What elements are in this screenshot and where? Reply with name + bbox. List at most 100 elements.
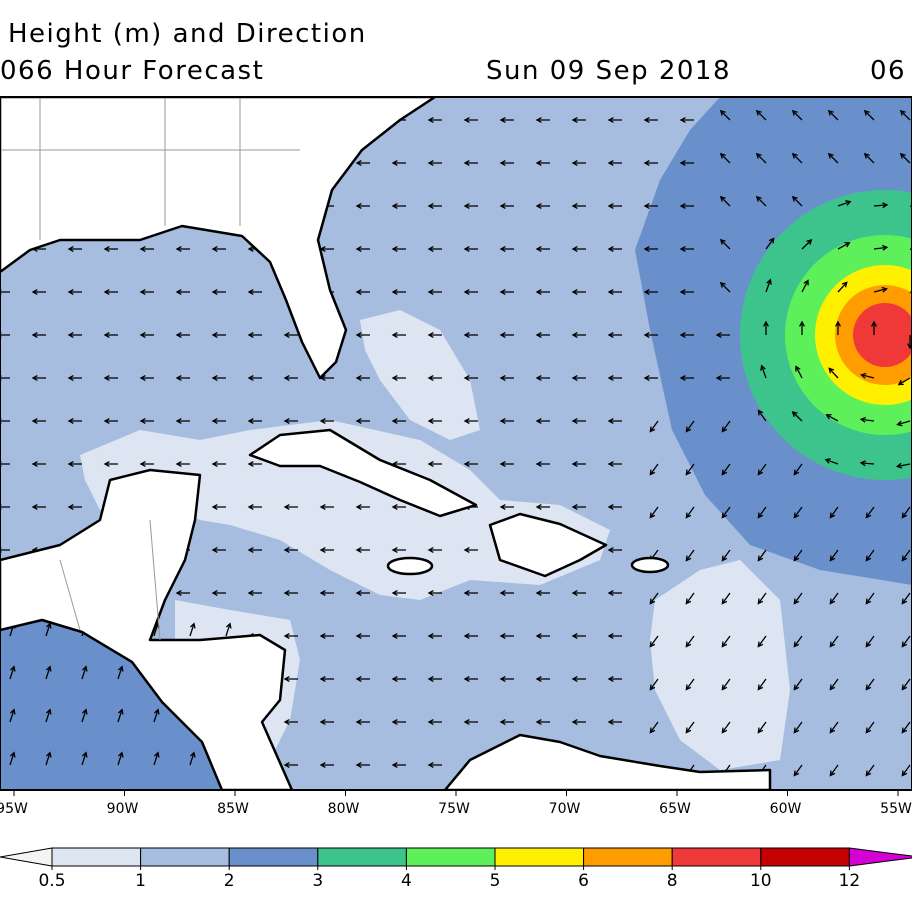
arrow	[117, 751, 124, 766]
arrow	[865, 635, 875, 648]
arrow	[211, 547, 226, 553]
arrow	[139, 289, 154, 295]
arrow	[31, 375, 46, 381]
arrow	[873, 286, 888, 293]
arrow	[139, 246, 154, 252]
arrow	[571, 633, 586, 639]
arrow	[757, 635, 767, 648]
colorbar-swatch	[317, 847, 407, 867]
arrow	[829, 549, 839, 562]
arrow	[799, 320, 805, 335]
arrow	[865, 549, 875, 562]
arrow	[860, 372, 875, 379]
arrow	[873, 244, 889, 251]
arrow	[791, 195, 803, 207]
arrow	[499, 418, 514, 424]
arrow	[865, 506, 875, 519]
arrow	[499, 633, 514, 639]
arrow	[463, 246, 478, 252]
arrow	[825, 414, 839, 422]
calm-zone	[650, 560, 790, 770]
arrow	[643, 289, 658, 295]
lon-label: 55W	[880, 801, 912, 817]
arrow	[427, 289, 442, 295]
arrow	[247, 289, 262, 295]
arrow	[571, 246, 586, 252]
arrow	[607, 375, 622, 381]
arrow	[873, 202, 889, 209]
calm-zone	[360, 310, 480, 440]
arrow	[31, 332, 46, 338]
arrow	[283, 418, 298, 424]
arrow	[67, 246, 82, 252]
arrow	[679, 332, 694, 338]
arrow	[391, 504, 406, 510]
arrow	[427, 246, 442, 252]
land	[0, 97, 437, 380]
time-label: 06	[870, 56, 906, 86]
arrow	[31, 418, 46, 424]
arrow	[755, 109, 767, 121]
arrow	[319, 676, 334, 682]
arrow	[427, 117, 442, 123]
arrow	[463, 418, 478, 424]
arrow	[319, 719, 334, 725]
arrow	[211, 461, 226, 467]
arrow	[391, 418, 406, 424]
arrow	[827, 109, 839, 121]
arrow	[607, 160, 622, 166]
arrow	[355, 418, 370, 424]
colorbar-label: 8	[667, 871, 678, 891]
arrow	[391, 547, 406, 553]
arrow	[757, 678, 767, 691]
arrow	[901, 678, 911, 691]
arrow	[863, 152, 875, 164]
arrow	[427, 461, 442, 467]
arrow	[67, 418, 82, 424]
arrow	[679, 246, 694, 252]
arrow	[901, 721, 911, 734]
arrow	[643, 375, 658, 381]
arrow	[801, 239, 813, 250]
border	[0, 97, 300, 641]
arrow	[355, 590, 370, 596]
land	[0, 468, 294, 790]
arrow	[721, 678, 731, 691]
arrow	[721, 549, 731, 562]
arrow	[355, 332, 370, 338]
colorbar-swatch	[760, 847, 850, 867]
arrow	[535, 633, 550, 639]
arrow	[863, 109, 875, 121]
arrow	[283, 633, 298, 639]
lon-label: 70W	[549, 801, 581, 817]
arrow	[391, 633, 406, 639]
arrow	[0, 461, 10, 467]
arrow	[607, 590, 622, 596]
arrow	[391, 676, 406, 682]
arrow	[499, 289, 514, 295]
arrow	[901, 592, 911, 605]
arrow	[391, 719, 406, 725]
arrow	[211, 590, 226, 596]
arrow	[283, 719, 298, 725]
lon-label: 65W	[659, 801, 691, 817]
arrow	[103, 375, 118, 381]
arrow	[837, 242, 851, 250]
arrow	[67, 461, 82, 467]
arrow	[535, 203, 550, 209]
arrow	[607, 504, 622, 510]
arrow	[139, 375, 154, 381]
arrow	[391, 590, 406, 596]
arrow	[463, 633, 478, 639]
arrow	[0, 332, 10, 338]
colorbar-label: 2	[224, 871, 235, 891]
arrow	[67, 504, 82, 510]
arrow	[319, 590, 334, 596]
arrow	[283, 375, 298, 381]
arrow	[685, 678, 695, 691]
arrow	[571, 117, 586, 123]
arrow	[793, 506, 803, 519]
arrow	[463, 719, 478, 725]
arrow	[211, 332, 226, 338]
